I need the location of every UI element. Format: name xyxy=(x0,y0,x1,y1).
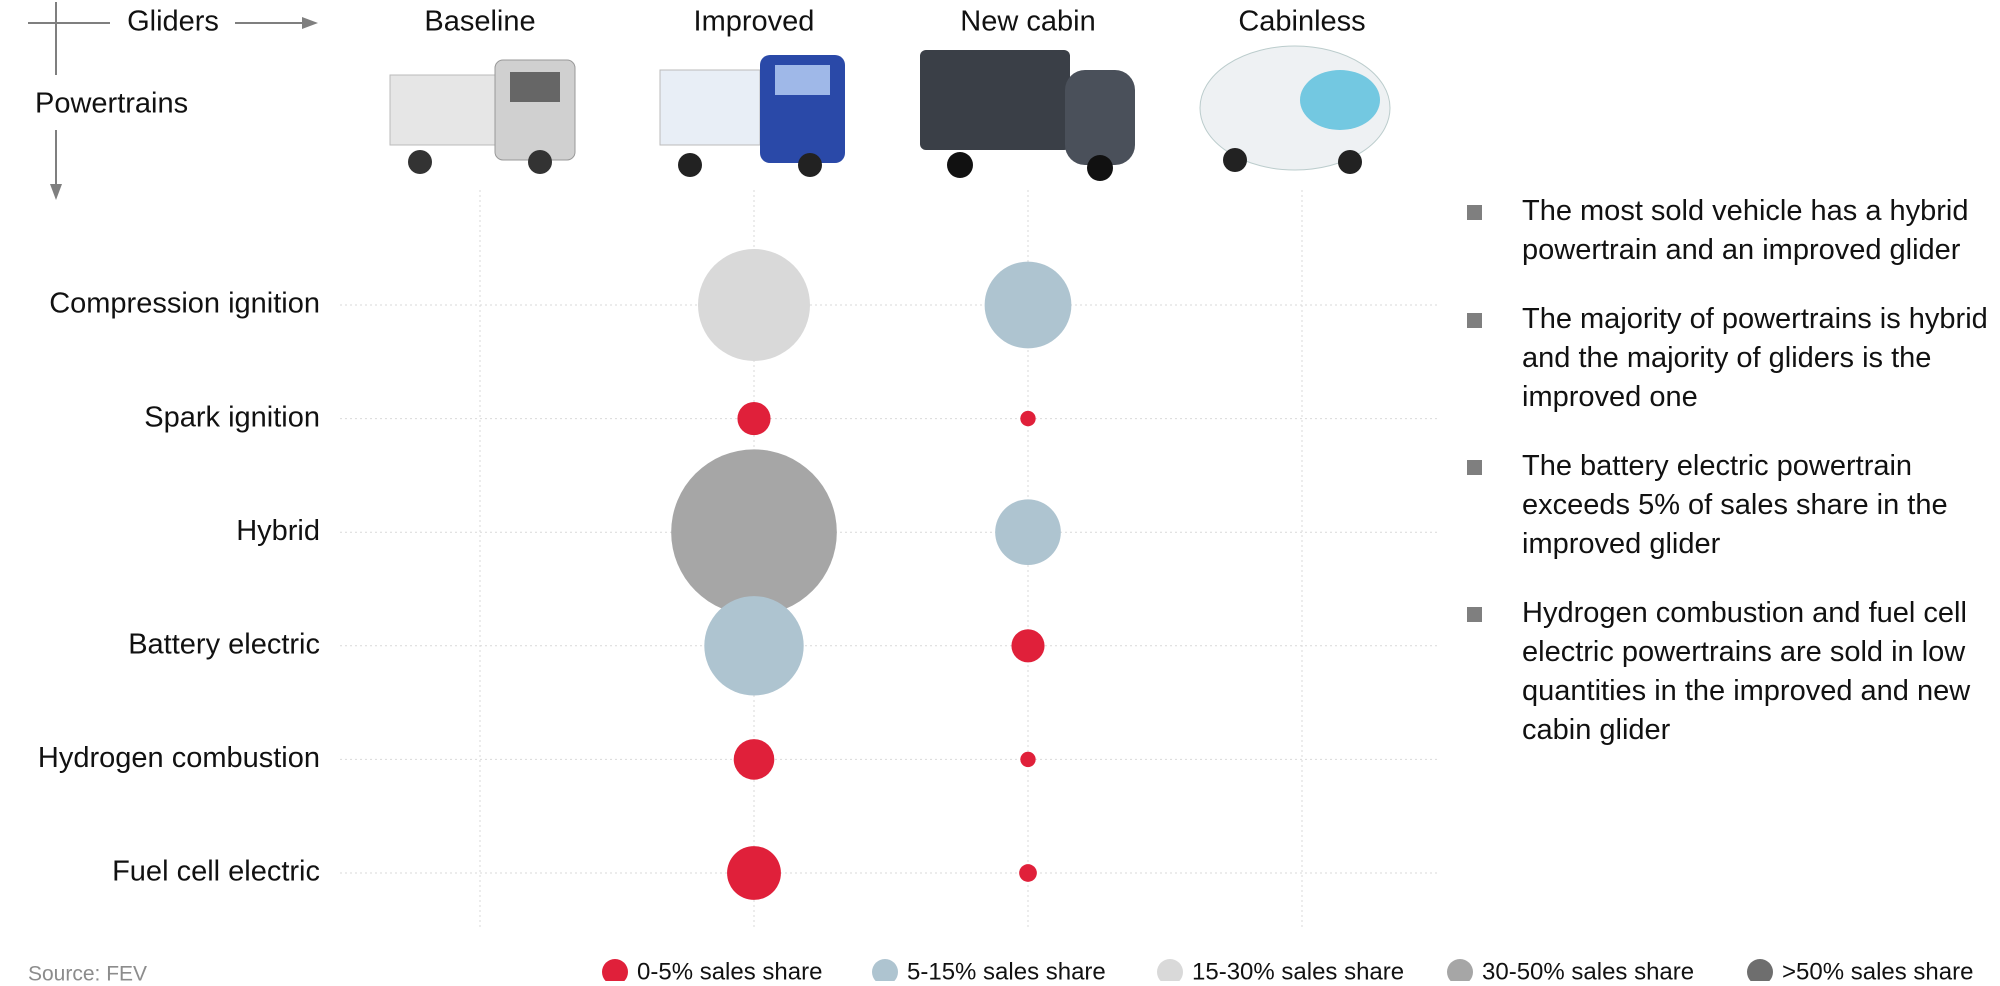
legend-swatch xyxy=(602,959,628,985)
bubble xyxy=(984,261,1072,349)
note: The most sold vehicle has a hybrid power… xyxy=(1465,192,1990,270)
bubble xyxy=(737,402,771,436)
bubble xyxy=(1019,864,1037,882)
axis-corner xyxy=(28,2,318,200)
legend-swatch xyxy=(1747,959,1773,985)
bubble xyxy=(727,846,781,900)
legend-label: 30-50% sales share xyxy=(1482,958,1694,981)
bubble xyxy=(1020,410,1036,427)
y-axis-label: Powertrains xyxy=(35,88,188,120)
source: Source: FEV xyxy=(28,963,147,981)
legend-label: 0-5% sales share xyxy=(637,958,822,981)
bubble xyxy=(704,596,804,696)
y-tick-label: Battery electric xyxy=(128,628,320,660)
bubble xyxy=(698,249,810,361)
bubble xyxy=(733,739,775,780)
legend-swatch xyxy=(1447,959,1473,985)
bubble xyxy=(995,499,1061,566)
x-tick-label: Cabinless xyxy=(1238,6,1365,38)
y-tick-label: Compression ignition xyxy=(49,288,320,320)
x-axis-label: Gliders xyxy=(127,6,219,38)
legend-label: 5-15% sales share xyxy=(907,958,1106,981)
note: The battery electric powertrain exceeds … xyxy=(1465,447,1990,564)
note: The majority of powertrains is hybrid an… xyxy=(1465,300,1990,417)
x-tick-label: Baseline xyxy=(424,6,535,38)
y-tick-label: Fuel cell electric xyxy=(112,856,320,888)
legend-label: >50% sales share xyxy=(1782,958,1973,981)
bubble xyxy=(671,449,837,616)
x-tick-label: Improved xyxy=(694,6,815,38)
note: Hydrogen combustion and fuel cell electr… xyxy=(1465,594,1990,750)
y-tick-label: Hybrid xyxy=(236,515,320,547)
legend-swatch xyxy=(872,959,898,985)
bubble xyxy=(1011,629,1045,663)
x-tick-label: New cabin xyxy=(960,6,1095,38)
legend-swatch xyxy=(1157,959,1183,985)
truck-images xyxy=(389,45,1391,181)
bubble xyxy=(1020,751,1036,768)
notes: The most sold vehicle has a hybrid power… xyxy=(1465,192,1990,780)
legend-label: 15-30% sales share xyxy=(1192,958,1404,981)
y-tick-label: Hydrogen combustion xyxy=(38,742,320,774)
y-tick-label: Spark ignition xyxy=(144,401,320,433)
